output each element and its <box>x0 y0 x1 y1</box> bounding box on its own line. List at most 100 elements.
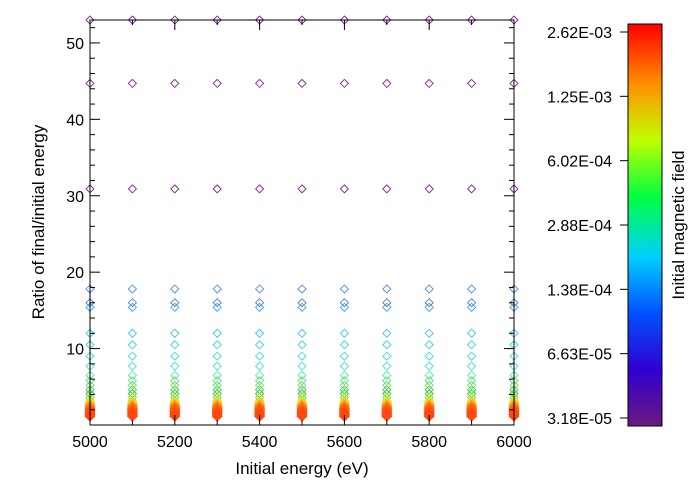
data-point <box>424 302 434 312</box>
data-point <box>382 351 392 361</box>
data-point <box>424 351 434 361</box>
data-point <box>127 361 138 371</box>
data-point <box>127 351 138 361</box>
y-tick-label: 20 <box>66 265 84 282</box>
data-point <box>127 302 138 312</box>
data-point <box>170 302 180 312</box>
data-point <box>466 376 477 386</box>
data-point <box>170 361 180 371</box>
data-point <box>254 78 265 89</box>
data-point <box>170 370 180 380</box>
data-point <box>127 340 138 350</box>
data-point <box>297 370 307 380</box>
data-point <box>424 78 434 89</box>
data-point <box>297 78 307 89</box>
data-point <box>297 376 307 386</box>
y-tick-label: 30 <box>66 189 84 206</box>
data-point <box>424 298 434 308</box>
data-point <box>127 78 138 89</box>
data-point <box>297 298 307 308</box>
data-point <box>466 298 477 308</box>
data-point <box>212 302 222 312</box>
y-axis-label: Ratio of final/initial energy <box>29 124 48 319</box>
data-point <box>424 361 434 371</box>
data-point <box>466 78 477 89</box>
colorbar-tick-label: 1.38E-04 <box>547 282 612 299</box>
data-point <box>339 302 350 312</box>
colorbar-tick-label: 6.63E-05 <box>547 347 612 364</box>
colorbar-tick-label: 3.18E-05 <box>547 411 612 428</box>
colorbar <box>627 23 663 427</box>
data-point <box>254 284 265 294</box>
data-point <box>424 340 434 350</box>
data-point <box>424 376 434 386</box>
data-point <box>212 78 222 89</box>
x-tick-label: 5600 <box>327 434 363 451</box>
data-point <box>212 328 222 338</box>
x-axis-label: Initial energy (eV) <box>235 459 368 478</box>
plot-frame <box>89 19 515 426</box>
data-point <box>297 340 307 350</box>
x-tick-label: 6000 <box>496 434 532 451</box>
data-point <box>170 298 180 308</box>
data-point <box>127 284 138 294</box>
data-point <box>254 184 265 194</box>
data-point <box>382 328 392 338</box>
data-point <box>466 284 477 294</box>
data-point <box>382 376 392 386</box>
data-point <box>297 302 307 312</box>
data-point <box>466 351 477 361</box>
y-tick-label: 40 <box>66 112 84 129</box>
data-point <box>170 184 180 194</box>
data-point <box>254 370 265 380</box>
data-point <box>339 351 350 361</box>
data-point <box>297 184 307 194</box>
data-point <box>297 361 307 371</box>
x-axis: 5000 5200 5400 5600 5800 6000 <box>72 20 532 451</box>
data-point <box>339 78 350 89</box>
data-point <box>424 328 434 338</box>
data-point <box>339 284 350 294</box>
data-point <box>212 298 222 308</box>
data-point <box>254 340 265 350</box>
x-tick-label: 5800 <box>411 434 447 451</box>
data-point <box>339 376 350 386</box>
colorbar-tick-label: 1.25E-03 <box>547 89 612 106</box>
data-point <box>297 284 307 294</box>
data-point <box>170 328 180 338</box>
data-point <box>382 361 392 371</box>
data-point <box>254 328 265 338</box>
data-point <box>127 376 138 386</box>
data-point <box>212 184 222 194</box>
x-tick-label: 5200 <box>157 434 193 451</box>
data-point <box>466 361 477 371</box>
data-point <box>297 351 307 361</box>
data-point <box>339 298 350 308</box>
data-point <box>254 298 265 308</box>
data-point <box>297 328 307 338</box>
data-point <box>339 370 350 380</box>
data-point <box>466 340 477 350</box>
data-points <box>84 15 520 422</box>
data-point <box>339 361 350 371</box>
data-point <box>127 370 138 380</box>
x-tick-label: 5400 <box>242 434 278 451</box>
data-point <box>212 370 222 380</box>
data-point <box>212 361 222 371</box>
colorbar-ticks: 3.18E-05 6.63E-05 1.38E-04 2.88E-04 6.02E-04… <box>547 25 628 428</box>
data-point <box>339 328 350 338</box>
y-axis: 10 20 30 40 50 <box>66 27 514 411</box>
data-point <box>382 78 392 89</box>
data-point <box>424 284 434 294</box>
x-tick-label: 5000 <box>72 434 108 451</box>
data-point <box>170 376 180 386</box>
data-point <box>254 361 265 371</box>
data-point <box>212 376 222 386</box>
data-point <box>127 184 138 194</box>
colorbar-tick-label: 2.88E-04 <box>547 218 612 235</box>
data-point <box>339 340 350 350</box>
data-point <box>466 328 477 338</box>
data-point <box>127 328 138 338</box>
data-point <box>212 340 222 350</box>
